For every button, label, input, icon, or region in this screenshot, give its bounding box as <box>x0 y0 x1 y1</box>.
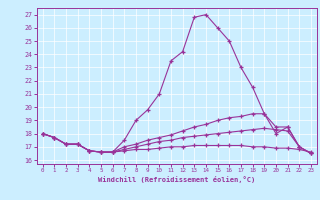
X-axis label: Windchill (Refroidissement éolien,°C): Windchill (Refroidissement éolien,°C) <box>98 176 255 183</box>
